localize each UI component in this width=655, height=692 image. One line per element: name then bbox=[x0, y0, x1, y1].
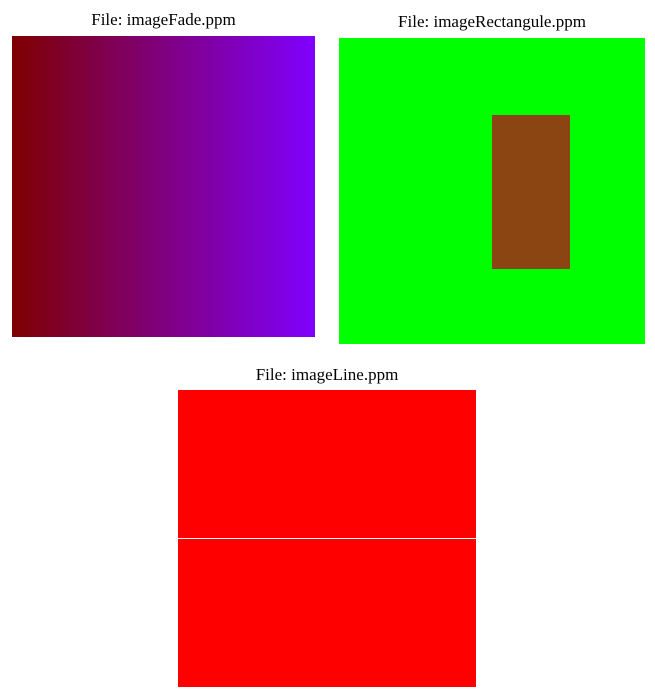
image-rectangle bbox=[339, 38, 645, 344]
image-rectangle-title: File: imageRectangule.ppm bbox=[398, 12, 586, 31]
horizontal-line-shape bbox=[178, 538, 476, 539]
brown-rectangle-shape bbox=[492, 115, 570, 269]
image-line bbox=[178, 390, 476, 687]
image-line-title: File: imageLine.ppm bbox=[255, 365, 399, 384]
image-fade-title: File: imageFade.ppm bbox=[91, 10, 236, 29]
image-fade bbox=[12, 36, 315, 337]
